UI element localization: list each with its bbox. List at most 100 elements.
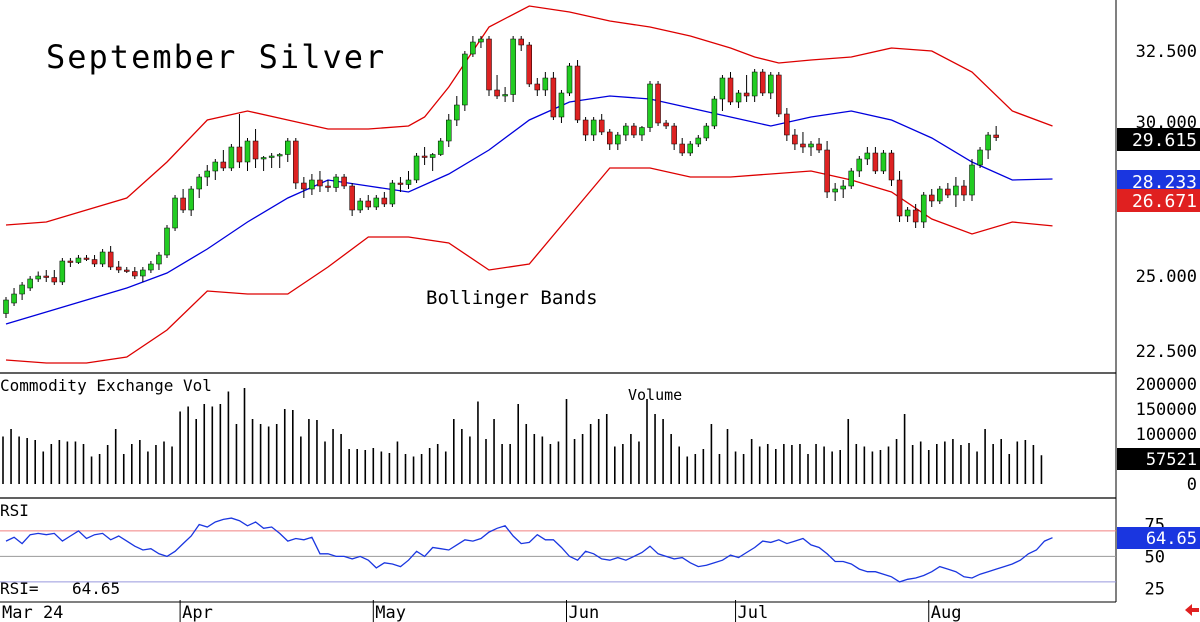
candle-body bbox=[598, 119, 605, 133]
rsi-tick-label: 25 bbox=[1145, 579, 1165, 599]
candle-body bbox=[945, 188, 951, 196]
candle-body bbox=[454, 104, 460, 121]
candle-body bbox=[107, 251, 114, 268]
volume-tick-label: 0 bbox=[1187, 475, 1197, 495]
x-tick-label: Mar 24 bbox=[2, 603, 63, 622]
candle-body bbox=[679, 143, 685, 154]
volume-tick-label: 100000 bbox=[1136, 425, 1197, 445]
last-price-badge bbox=[1117, 128, 1200, 151]
candle-body bbox=[11, 293, 17, 304]
candle-body bbox=[687, 143, 693, 154]
chart-title: September Silver bbox=[46, 38, 386, 76]
lower-bollinger-band bbox=[5, 167, 1053, 364]
candle-body bbox=[437, 140, 444, 155]
rsi-panel-title: RSI bbox=[0, 501, 29, 520]
candle-body bbox=[872, 152, 879, 172]
candle-body bbox=[27, 278, 33, 289]
candle-body bbox=[695, 137, 702, 145]
candle-body bbox=[655, 83, 661, 124]
candle-body bbox=[663, 122, 669, 127]
lower-band-badge-text: 26.671 bbox=[1132, 191, 1197, 212]
candle-body bbox=[518, 38, 524, 46]
candle-body bbox=[470, 41, 476, 55]
candle-body bbox=[196, 176, 202, 190]
middle-bollinger-band bbox=[5, 95, 1053, 325]
candle-body bbox=[671, 125, 677, 145]
candle-body bbox=[51, 277, 58, 283]
price-tick-label: 25.000 bbox=[1136, 267, 1197, 287]
candle-body bbox=[534, 83, 541, 91]
candle-body bbox=[260, 157, 267, 160]
candle-body bbox=[920, 194, 927, 223]
candle-body bbox=[236, 146, 243, 163]
candle-body bbox=[502, 94, 508, 97]
candle-body bbox=[542, 77, 549, 91]
candle-body bbox=[156, 254, 162, 265]
candle-body bbox=[824, 149, 830, 193]
candle-body bbox=[276, 154, 283, 157]
candle-body bbox=[864, 152, 871, 160]
volume-badge bbox=[1117, 448, 1200, 470]
volume-tick-label: 150000 bbox=[1136, 400, 1197, 420]
candle-body bbox=[647, 83, 653, 128]
candle-body bbox=[832, 188, 838, 193]
candle-body bbox=[840, 185, 846, 190]
back-arrow-icon[interactable] bbox=[1185, 604, 1199, 616]
candle-body bbox=[719, 77, 726, 100]
candle-body bbox=[389, 182, 396, 205]
candle-body bbox=[309, 179, 315, 190]
candle-body bbox=[961, 185, 967, 196]
middle-band-badge bbox=[1117, 170, 1200, 193]
rsi-tick-label: 50 bbox=[1145, 547, 1165, 567]
candle-body bbox=[969, 164, 975, 196]
volume-tick-label: 200000 bbox=[1136, 375, 1197, 395]
candle-body bbox=[607, 131, 613, 145]
candle-body bbox=[510, 38, 516, 95]
candle-body bbox=[896, 179, 903, 217]
candle-body bbox=[929, 194, 935, 202]
x-tick-label: Jul bbox=[738, 603, 769, 622]
candle-body bbox=[792, 134, 798, 145]
candle-body bbox=[132, 271, 138, 277]
candle-body bbox=[325, 185, 331, 188]
candle-body bbox=[3, 299, 9, 314]
candle-body bbox=[486, 38, 492, 91]
candle-body bbox=[526, 44, 532, 85]
candle-body bbox=[590, 119, 597, 136]
candle-body bbox=[808, 143, 814, 148]
candle-body bbox=[124, 269, 130, 272]
candle-body bbox=[172, 197, 178, 229]
candle-body bbox=[373, 197, 380, 208]
price-tick-label: 32.500 bbox=[1136, 42, 1197, 62]
middle-band-badge-text: 28.233 bbox=[1132, 172, 1197, 193]
candle-body bbox=[421, 155, 428, 158]
candle-body bbox=[381, 197, 388, 205]
candle-body bbox=[212, 161, 219, 172]
candle-body bbox=[252, 140, 259, 160]
lower-band-badge bbox=[1117, 189, 1200, 212]
volume-panel-title: Commodity Exchange Vol bbox=[0, 376, 212, 395]
candle-body bbox=[574, 65, 581, 121]
candle-body bbox=[99, 251, 106, 265]
candle-body bbox=[333, 176, 339, 188]
candle-body bbox=[937, 188, 943, 202]
price-tick-label: 22.500 bbox=[1136, 342, 1197, 362]
candle-body bbox=[220, 161, 227, 169]
candle-body bbox=[301, 182, 307, 190]
candle-body bbox=[848, 170, 854, 187]
candle-body bbox=[953, 185, 959, 196]
rsi-badge-text: 64.65 bbox=[1146, 529, 1197, 549]
x-tick-label: May bbox=[375, 603, 406, 622]
candle-body bbox=[413, 155, 420, 181]
candle-body bbox=[776, 74, 782, 115]
x-tick-label: Aug bbox=[931, 603, 962, 622]
candle-body bbox=[244, 140, 251, 163]
candle-body bbox=[357, 200, 363, 211]
candle-body bbox=[912, 209, 919, 223]
candle-body bbox=[582, 119, 589, 136]
candle-body bbox=[59, 260, 66, 283]
last-price-badge-text: 29.615 bbox=[1132, 130, 1197, 151]
volume-badge-text: 57521 bbox=[1146, 450, 1197, 470]
candle-body bbox=[43, 275, 49, 278]
